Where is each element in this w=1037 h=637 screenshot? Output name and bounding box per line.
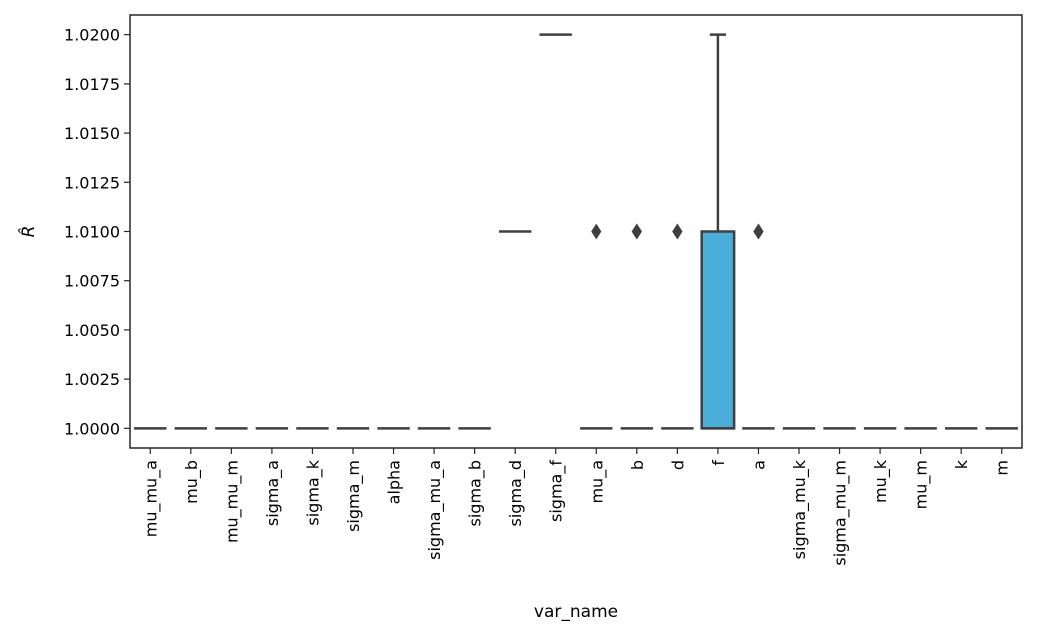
x-tick-label-m: m xyxy=(993,460,1012,476)
x-tick-label-a: a xyxy=(749,460,768,470)
y-tick-label: 1.0075 xyxy=(64,272,120,291)
box-b xyxy=(620,223,654,430)
y-tick-label: 1.0050 xyxy=(64,321,120,340)
box-a xyxy=(742,223,775,430)
y-tick-label: 1.0200 xyxy=(64,26,120,45)
y-axis-title: R̂ xyxy=(18,226,39,238)
x-tick-label-mu_mu_a: mu_mu_a xyxy=(141,460,161,537)
y-tick-label: 1.0000 xyxy=(64,419,120,438)
y-tick-label: 1.0100 xyxy=(64,223,120,242)
x-tick-label-sigma_m: sigma_m xyxy=(344,460,364,532)
y-tick-label: 1.0025 xyxy=(64,370,120,389)
outlier-point xyxy=(591,223,602,240)
y-tick-label: 1.0125 xyxy=(64,173,120,192)
outlier-point xyxy=(672,223,683,240)
outlier-point xyxy=(631,223,642,240)
x-tick-label-k: k xyxy=(952,459,971,469)
y-tick-label: 1.0175 xyxy=(64,75,120,94)
x-axis: mu_mu_a mu_b mu_mu_m sigma_a sigma_k sigma_m a… xyxy=(141,448,1012,566)
box-iqr xyxy=(700,230,736,430)
x-tick-label-sigma_d: sigma_d xyxy=(506,460,526,526)
box-d xyxy=(661,223,694,430)
x-tick-label-sigma_b: sigma_b xyxy=(466,460,486,526)
box-f xyxy=(700,33,736,430)
x-axis-title: var_name xyxy=(534,602,618,622)
y-axis: 1.0000 1.0025 1.0050 1.0075 1.0100 1.0125 1.01… xyxy=(64,26,130,438)
x-tick-label-alpha: alpha xyxy=(385,460,404,504)
x-tick-label-sigma_f: sigma_f xyxy=(547,460,567,522)
x-tick-label-f: f xyxy=(709,460,728,466)
plot-area xyxy=(134,33,1018,430)
y-tick-label: 1.0150 xyxy=(64,124,120,143)
x-tick-label-sigma_a: sigma_a xyxy=(263,460,283,526)
outlier-point xyxy=(753,223,764,240)
x-tick-label-sigma_mu_k: sigma_mu_k xyxy=(790,459,810,559)
x-tick-label-mu_mu_m: mu_mu_m xyxy=(222,460,242,543)
x-tick-label-sigma_mu_m: sigma_mu_m xyxy=(831,460,851,566)
x-tick-label-sigma_mu_a: sigma_mu_a xyxy=(425,460,445,560)
box-mu_a xyxy=(580,223,613,430)
x-tick-label-mu_m: mu_m xyxy=(912,460,932,509)
x-tick-label-b: b xyxy=(628,460,647,470)
x-tick-label-d: d xyxy=(668,460,687,470)
x-tick-label-mu_b: mu_b xyxy=(182,460,202,504)
x-tick-label-sigma_k: sigma_k xyxy=(303,459,323,525)
x-tick-label-mu_k: mu_k xyxy=(871,459,891,503)
plot-frame xyxy=(129,14,1023,449)
x-tick-label-mu_a: mu_a xyxy=(587,460,607,504)
